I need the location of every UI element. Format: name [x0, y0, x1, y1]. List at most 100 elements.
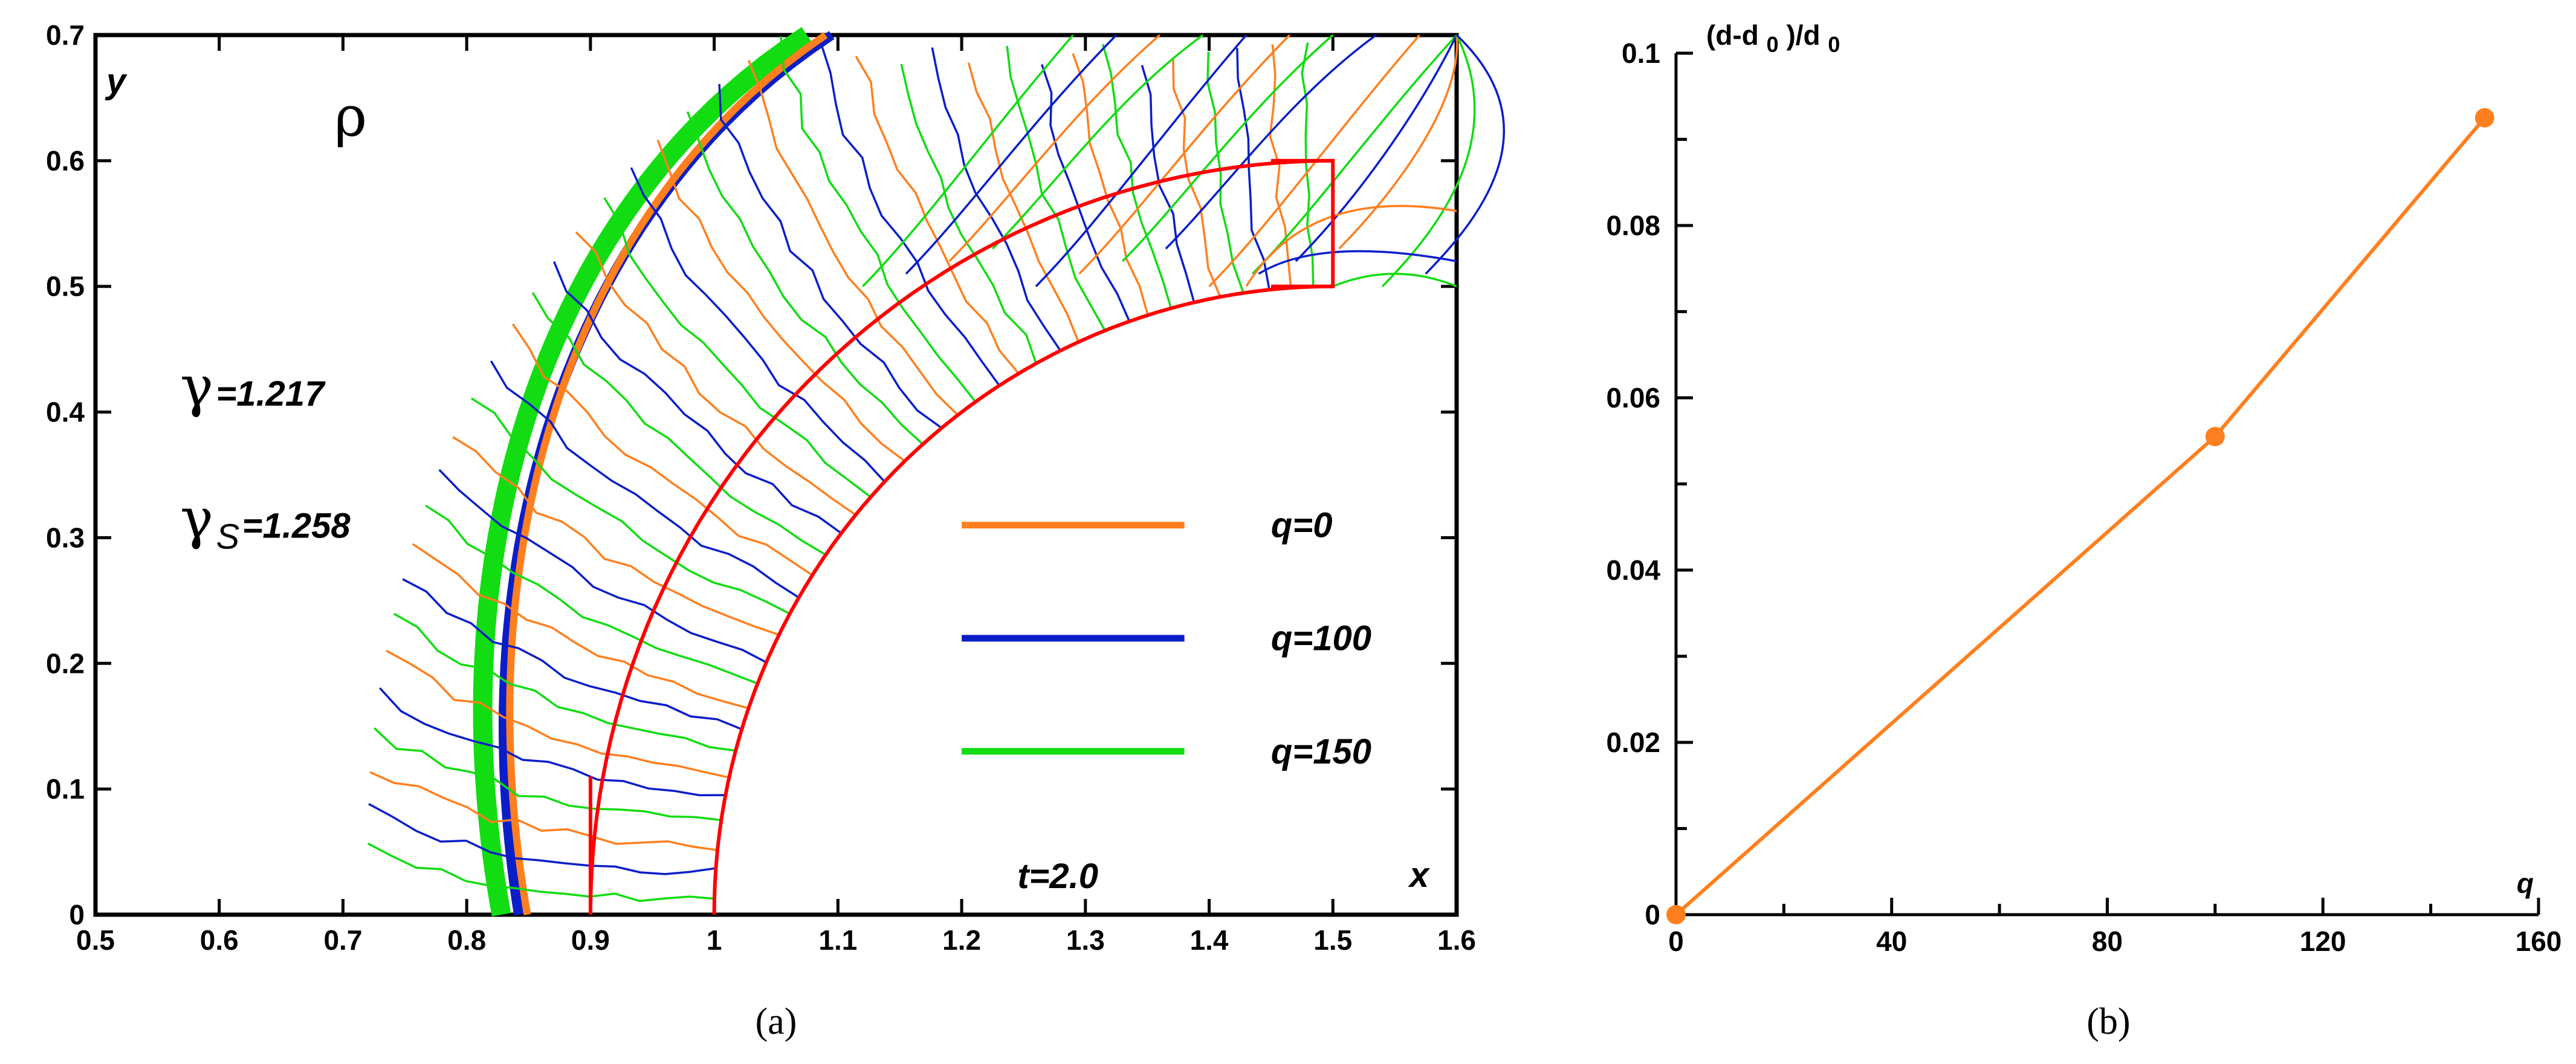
contour-line — [855, 56, 1020, 374]
gamma-annotation: γ =1.217 — [180, 354, 326, 419]
contour-line — [1295, 34, 1458, 262]
panel-a-x-axis-label: x — [1408, 855, 1431, 895]
contour-line — [1172, 58, 1222, 297]
contour-line — [531, 292, 827, 556]
legend: q=0 q=100 q=150 — [962, 506, 1371, 771]
data-point — [2205, 427, 2225, 447]
y-tick-label: 0 — [1645, 899, 1660, 930]
contour-line — [603, 197, 872, 498]
contour-line — [425, 504, 759, 685]
contour-line — [1338, 34, 1458, 250]
legend-label-q150: q=150 — [1271, 732, 1371, 771]
x-tick-label: 120 — [2300, 926, 2346, 957]
panel-b-tick-labels: 0 40 80 120 160 0 0.02 0.04 0.06 0.08 0.1 — [1606, 37, 2561, 957]
x-tick-label: 0.8 — [447, 924, 486, 956]
contour-line — [438, 469, 767, 664]
contour-line — [575, 231, 856, 516]
contour-line — [1269, 44, 1292, 288]
x-tick-label: 1.3 — [1066, 924, 1105, 956]
contour-line — [369, 771, 718, 851]
contour-line — [992, 34, 1204, 250]
contour-line — [367, 842, 715, 903]
x-tick-label: 0.9 — [571, 924, 610, 956]
panel-a-contours — [367, 27, 1506, 916]
contour-line — [747, 60, 959, 416]
contour-line — [1245, 204, 1457, 287]
ylabel-sub-1: 0 — [1828, 32, 1840, 57]
panel-b-ticks — [1674, 51, 2540, 916]
x-tick-label: 1 — [707, 924, 722, 956]
contour-line — [1035, 34, 1248, 287]
contour-line — [1121, 34, 1334, 262]
y-tick-label: 0.4 — [46, 397, 85, 428]
contour-line — [402, 578, 742, 730]
gamma-s-annotation: γ S =1.258 — [180, 486, 351, 556]
y-tick-label: 0.5 — [46, 271, 85, 302]
y-tick-label: 0.04 — [1606, 554, 1660, 586]
panel-b: 0 40 80 120 160 0 0.02 0.04 0.06 0.08 0.1 (d-d 0 )… — [1606, 19, 2561, 1042]
shock-front-q150 — [473, 27, 813, 916]
y-tick-label: 0.6 — [46, 145, 85, 177]
x-tick-label: 40 — [1876, 926, 1907, 957]
body-corner-box — [1270, 158, 1335, 288]
shock-front-q0 — [506, 32, 828, 915]
body-inner-arc — [712, 284, 1333, 915]
contour-line — [686, 111, 924, 446]
contour-line — [948, 34, 1160, 262]
panel-a-plot-frame — [93, 33, 1459, 917]
x-tick-label: 1.4 — [1190, 924, 1229, 956]
contour-line — [552, 261, 842, 534]
contour-line — [1165, 34, 1377, 250]
contour-line — [1141, 65, 1196, 303]
contour-line — [1251, 34, 1458, 275]
contour-line — [490, 360, 800, 598]
contour-line — [470, 397, 791, 615]
contour-line — [905, 34, 1118, 275]
panel-a-y-axis-label: y — [105, 62, 128, 101]
data-point — [1666, 905, 1686, 924]
contour-line — [386, 649, 730, 779]
contour-line — [393, 612, 736, 752]
x-tick-label: 80 — [2092, 926, 2123, 957]
y-tick-label: 0.3 — [46, 522, 85, 553]
panel-b-y-axis-label: (d-d 0 )/d 0 — [1706, 19, 1840, 58]
contour-line — [379, 687, 726, 797]
contour-line — [374, 727, 722, 822]
gamma-symbol: γ — [180, 354, 213, 419]
contour-line — [1072, 53, 1149, 316]
contour-line — [630, 167, 885, 482]
body-outer-arc — [588, 158, 1333, 915]
contour-line — [900, 63, 1037, 364]
ylabel-sub-0: 0 — [1767, 32, 1779, 57]
y-tick-label: 0.1 — [1622, 37, 1660, 69]
x-tick-label: 0.7 — [323, 924, 362, 956]
gamma-value: =1.217 — [216, 374, 326, 414]
y-tick-label: 0.08 — [1606, 210, 1660, 241]
x-tick-label: 0.5 — [76, 924, 115, 956]
contour-line — [1102, 44, 1173, 309]
y-tick-label: 0 — [69, 899, 85, 930]
contour-line — [368, 803, 716, 875]
series-line — [1675, 116, 2487, 916]
y-tick-label: 0.1 — [46, 773, 85, 805]
contour-line — [1332, 273, 1457, 288]
legend-label-q0: q=0 — [1271, 506, 1333, 545]
contour-line — [452, 436, 780, 636]
x-tick-label: 1.1 — [818, 924, 857, 956]
contour-line — [656, 140, 906, 462]
time-label: t=2.0 — [1017, 857, 1098, 896]
panel-a-body-outline — [588, 158, 1335, 915]
contour-line — [512, 323, 813, 576]
panel-a: 0.5 0.6 0.7 0.8 0.9 1 1.1 1.2 1.3 1.4 1.5 1.6 0 0.1 0.… — [46, 19, 1506, 1042]
contour-line — [1208, 34, 1420, 287]
y-tick-label: 0.7 — [46, 19, 85, 51]
y-tick-label: 0.06 — [1606, 382, 1660, 414]
x-tick-label: 1.2 — [942, 924, 981, 956]
panel-b-x-axis-label: q — [2517, 868, 2534, 899]
contour-line — [1425, 34, 1506, 275]
panel-a-quantity-label: ρ — [334, 84, 367, 149]
contour-line — [1258, 250, 1457, 275]
gamma-s-value: =1.258 — [242, 506, 351, 545]
contour-line — [780, 36, 977, 403]
